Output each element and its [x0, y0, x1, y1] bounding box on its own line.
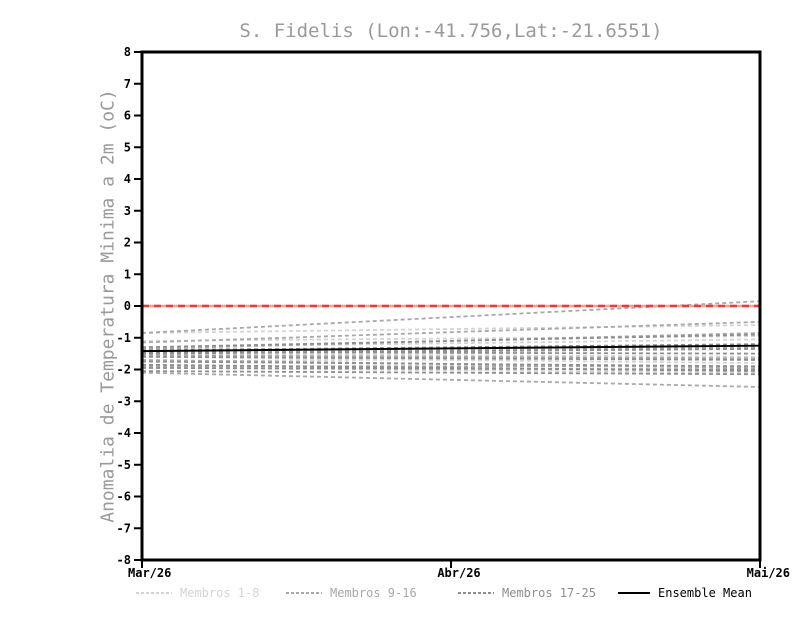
ensemble-member-line	[141, 371, 761, 388]
ensemble-member-line	[141, 354, 761, 360]
y-tick-label: -6	[117, 490, 131, 504]
solid-line-swatch-icon	[618, 592, 650, 594]
legend-label: Ensemble Mean	[658, 586, 752, 600]
y-tick-label: 4	[124, 172, 131, 186]
ensemble-mean-line	[141, 344, 761, 353]
ensemble-member-line	[141, 370, 761, 376]
x-tick-label: Abr/26	[437, 566, 480, 580]
y-tick-label: -8	[117, 553, 131, 567]
y-tick-label: 8	[124, 45, 131, 59]
legend-label: Membros 9-16	[330, 586, 417, 600]
x-tick-label: Mai/26	[747, 566, 790, 580]
ensemble-member-line	[141, 355, 761, 361]
y-tick-label: -3	[117, 394, 131, 408]
ensemble-member-line	[141, 335, 761, 342]
legend-label: Membros 17-25	[502, 586, 596, 600]
y-tick-label: -2	[117, 363, 131, 377]
y-tick-label: 3	[124, 204, 131, 218]
plot-frame	[140, 50, 762, 562]
ensemble-member-line	[141, 367, 761, 371]
dashed-line-swatch-icon	[136, 592, 172, 594]
y-tick-label: -1	[117, 331, 131, 345]
ensemble-member-line	[141, 320, 761, 344]
ensemble-member-line	[141, 367, 761, 374]
y-tick-label: -7	[117, 521, 131, 535]
y-tick-label: -5	[117, 458, 131, 472]
legend-item-membros-17-25: Membros 17-25	[457, 586, 596, 600]
legend-item-ensemble-mean: Ensemble Mean	[617, 586, 752, 600]
ensemble-member-line	[141, 347, 761, 355]
dashed-line-swatch-icon	[458, 592, 494, 594]
y-tick-label: 5	[124, 140, 131, 154]
ensemble-member-line	[141, 346, 761, 353]
y-tick-label: 1	[124, 267, 131, 281]
plot-canvas: -8 -7 -6 -5 -4 -3 -2 -1 0 1 2 3 4 5 6 7 8 Mar/26 Abr/26 Mai…	[117, 45, 790, 580]
legend-label: Membros 1-8	[180, 586, 260, 600]
ensemble-member-line	[141, 324, 761, 334]
ensemble-member-line	[141, 351, 761, 355]
y-tick-label: 2	[124, 236, 131, 250]
y-tick-label: 7	[124, 77, 131, 91]
ensemble-member-line	[141, 352, 761, 358]
chart-legend: Membros 1-8 Membros 9-16 Membros 17-25 E…	[0, 586, 800, 606]
dashed-line-swatch-icon	[286, 592, 322, 594]
legend-item-membros-9-16: Membros 9-16	[285, 586, 417, 600]
ensemble-member-line	[141, 333, 761, 349]
y-tick-label: 0	[124, 299, 131, 313]
y-tick-label: -4	[117, 426, 131, 440]
ensemble-member-line	[141, 360, 761, 368]
ensemble-member-line	[141, 338, 761, 349]
y-tick-label: 6	[124, 109, 131, 123]
ensemble-member-line	[141, 300, 761, 334]
ensemble-member-line	[141, 343, 761, 352]
legend-item-membros-1-8: Membros 1-8	[135, 586, 259, 600]
chart-title: S. Fidelis (Lon:-41.756,Lat:-21.6551)	[239, 20, 663, 42]
x-tick-label: Mar/26	[128, 566, 171, 580]
